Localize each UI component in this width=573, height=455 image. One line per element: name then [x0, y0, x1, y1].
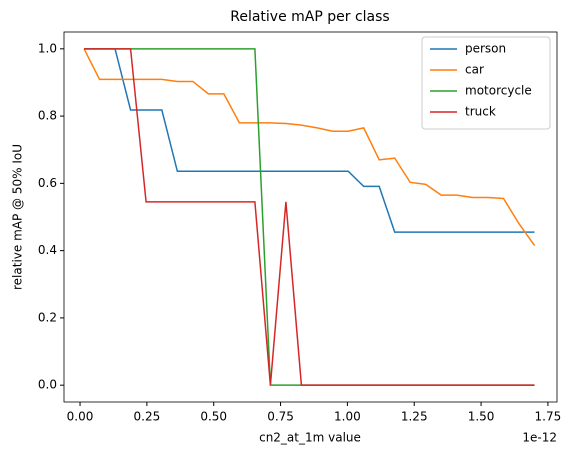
x-tick-label: 0.00 [67, 410, 94, 424]
legend-label: car [465, 63, 484, 77]
x-tick-label: 1.00 [334, 410, 361, 424]
series-line [84, 48, 535, 233]
chart-title: Relative mAP per class [230, 9, 389, 25]
x-tick-label: 1.75 [535, 410, 562, 424]
y-tick-label: 0.0 [38, 378, 57, 392]
x-tick-label: 0.25 [134, 410, 161, 424]
y-axis-label: relative mAP @ 50% IoU [11, 144, 25, 290]
y-tick-label: 0.2 [38, 310, 57, 324]
y-tick-label: 1.0 [38, 41, 57, 55]
x-axis-label: cn2_at_1m value [259, 431, 361, 445]
series-line [83, 48, 536, 247]
y-tick-label: 0.8 [38, 109, 57, 123]
x-tick-label: 0.75 [267, 410, 294, 424]
x-offset-text: 1e-12 [522, 431, 557, 445]
legend-label: truck [465, 105, 496, 119]
x-tick-label: 0.50 [200, 410, 227, 424]
y-tick-label: 0.6 [38, 176, 57, 190]
legend-label: person [465, 42, 506, 56]
series-line [84, 48, 535, 386]
legend-label: motorcycle [465, 84, 532, 98]
x-tick-label: 1.50 [468, 410, 495, 424]
legend: person car motorcycle truck [421, 36, 551, 130]
x-tick-label: 1.25 [401, 410, 428, 424]
y-tick-label: 0.4 [38, 243, 57, 257]
legend-box [421, 36, 551, 130]
plot-frame [63, 31, 558, 403]
